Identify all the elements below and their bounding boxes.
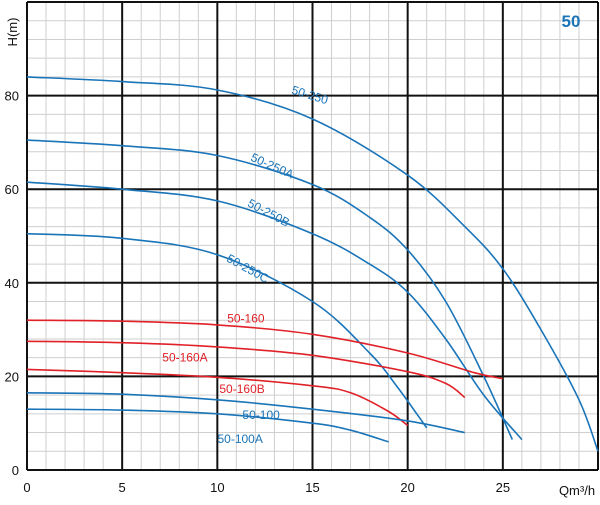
curve-50-100 — [26, 392, 465, 434]
model-badge: 50 — [562, 12, 581, 31]
curve-50-160A — [26, 340, 466, 399]
x-tick-label: 0 — [23, 480, 30, 495]
curve-50-160 — [26, 319, 503, 380]
tick-labels: 0 5 10 15 20 25 0 20 40 60 80 — [5, 89, 511, 495]
curve-50-160B — [26, 368, 409, 427]
curve-label-50-100: 50-100 — [242, 408, 280, 422]
curve-50-100A — [26, 408, 389, 443]
y-tick-label: 40 — [5, 276, 19, 291]
x-tick-label: 10 — [210, 480, 224, 495]
y-tick-label: 60 — [5, 182, 19, 197]
curve-50-250C — [26, 232, 428, 429]
curve-label-50-250: 50-250 — [290, 83, 330, 107]
curve-label-50-160B: 50-160B — [219, 382, 264, 396]
x-tick-label: 5 — [119, 480, 126, 495]
y-tick-label: 80 — [5, 89, 19, 104]
y-axis-label: H(m) — [5, 18, 20, 47]
curve-label-50-100A: 50-100A — [217, 432, 262, 446]
curve-label-50-250C: 50-250C — [224, 251, 271, 286]
curve-label-50-250B: 50-250B — [245, 196, 292, 230]
curve-50-250A — [26, 139, 514, 440]
y-tick-label: 20 — [5, 369, 19, 384]
x-tick-label: 15 — [305, 480, 319, 495]
curve-50-250 — [26, 76, 599, 452]
curve-label-50-160: 50-160 — [227, 312, 265, 326]
y-tick-label: 0 — [12, 463, 19, 478]
x-tick-label: 25 — [496, 480, 510, 495]
performance-curves — [26, 76, 599, 452]
x-axis-label: Qm³/h — [559, 483, 595, 498]
curve-label-50-160A: 50-160A — [162, 350, 207, 364]
major-gridlines — [26, 1, 599, 471]
x-tick-label: 20 — [400, 480, 414, 495]
